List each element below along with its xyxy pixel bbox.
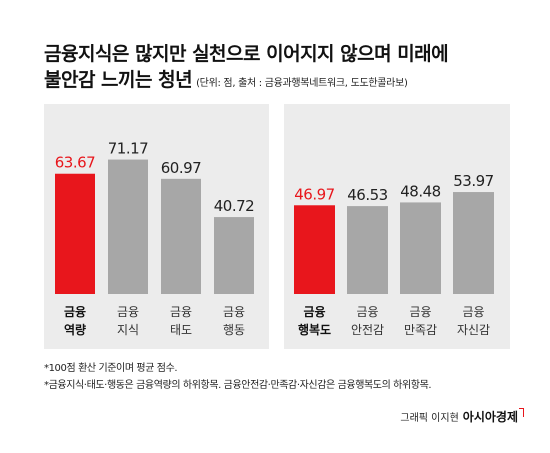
category-label-0-0-1: 역량: [64, 322, 86, 337]
value-label-1-2: 48.48: [400, 182, 440, 200]
category-label-1-1-1: 안전감: [351, 323, 384, 337]
category-label-1-1-0: 금융: [356, 305, 378, 319]
credit: 그래픽 이지현 아시아경제: [400, 408, 524, 425]
logo-mark-icon: [519, 408, 524, 417]
category-label-0-1-0: 금융: [117, 305, 139, 319]
chart-title: 금융지식은 많지만 실천으로 이어지지 않으며 미래에 불안감 느끼는 청년 (단…: [44, 41, 524, 97]
category-label-0-3-1: 행동: [223, 322, 245, 337]
bar-1-3: [453, 192, 494, 294]
category-label-0-0-0: 금융: [64, 304, 86, 319]
bar-0-0: [55, 173, 95, 294]
category-label-0-2-1: 태도: [170, 323, 192, 337]
publisher-logo: 아시아경제: [462, 410, 518, 424]
category-label-1-2-0: 금융: [409, 305, 431, 319]
footnote-2: *금융지식·태도·행동은 금융역량의 하위항목. 금융안전감·만족감·자신감은 …: [44, 380, 432, 391]
bar-0-1: [108, 159, 148, 294]
bar-1-2: [400, 202, 441, 294]
title-line-2: 불안감 느끼는 청년 (단위: 점, 출처 : 금융과행복네트워크, 도도한콜라보…: [44, 67, 524, 97]
value-label-1-3: 53.97: [453, 172, 493, 190]
value-label-0-0: 63.67: [55, 154, 95, 172]
bar-1-0: [294, 205, 335, 294]
category-label-0-1-1: 지식: [117, 323, 139, 337]
value-label-0-3: 40.72: [214, 197, 254, 215]
category-label-1-0-1: 행복도: [298, 322, 331, 337]
credit-author: 그래픽 이지현: [400, 413, 459, 424]
source-note: (단위: 점, 출처 : 금융과행복네트워크, 도도한콜라보): [196, 78, 408, 89]
value-label-0-1: 71.17: [108, 140, 148, 158]
title-line-2-text: 불안감 느끼는 청년: [44, 69, 193, 91]
value-label-1-1: 46.53: [347, 186, 387, 204]
footnotes: *100점 환산 기준이며 평균 점수. *금융지식·태도·행동은 금융역량의 …: [44, 360, 544, 394]
bar-0-2: [161, 178, 201, 294]
value-label-1-0: 46.97: [294, 185, 334, 203]
category-label-1-0-0: 금융: [303, 304, 325, 319]
category-label-1-3-0: 금융: [462, 305, 484, 319]
footnote-1: *100점 환산 기준이며 평균 점수.: [44, 363, 178, 374]
value-label-0-2: 60.97: [161, 159, 201, 177]
category-label-1-2-1: 만족감: [404, 323, 437, 337]
title-line-1: 금융지식은 많지만 실천으로 이어지지 않으며 미래에: [44, 43, 449, 65]
category-label-0-3-0: 금융: [223, 305, 245, 319]
bar-1-1: [347, 206, 388, 294]
category-label-0-2-0: 금융: [170, 305, 192, 319]
category-label-1-3-1: 자신감: [457, 323, 490, 337]
bar-0-3: [214, 217, 254, 294]
